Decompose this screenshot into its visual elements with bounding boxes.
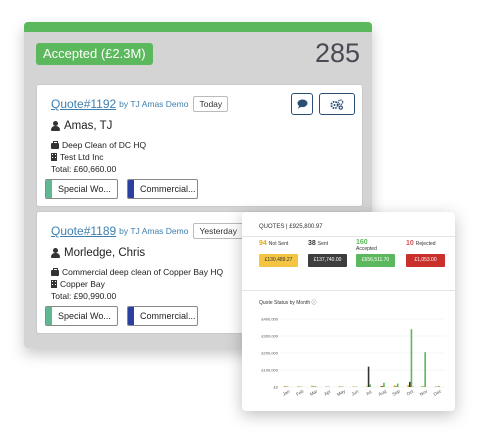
tag-special-works[interactable]: Special Wo... [45, 179, 118, 199]
bar-mar[interactable] [311, 385, 313, 387]
y-tick-label: £200,000 [261, 351, 278, 356]
bar-mar[interactable] [314, 386, 316, 387]
stat-count: 94 [259, 240, 267, 247]
quote-total: Total: £60,660.00 [51, 164, 117, 174]
y-tick-label: £100,000 [261, 368, 278, 373]
x-tick-label: Dec [433, 388, 443, 397]
tag-commercial[interactable]: Commercial... [127, 306, 198, 326]
person-icon [51, 121, 60, 131]
tag-commercial[interactable]: Commercial... [127, 179, 198, 199]
bar-oct[interactable] [409, 381, 411, 387]
divider [242, 236, 455, 237]
x-tick-label: Jan [282, 388, 291, 396]
bar-dec[interactable] [434, 386, 437, 387]
stat-label: Not Sent [268, 241, 289, 247]
quote-card[interactable]: Quote#1192 by TJ Amas Demo Today Amas, T… [36, 84, 363, 207]
gears-icon [330, 98, 344, 110]
bar-feb[interactable] [297, 386, 300, 387]
quote-author: by TJ Amas Demo [119, 226, 189, 236]
stat-label: Sent [317, 241, 329, 247]
date-badge: Today [193, 96, 229, 112]
bar-oct[interactable] [407, 384, 410, 387]
bar-jul[interactable] [369, 384, 371, 387]
job-title: Deep Clean of DC HQ [51, 140, 146, 150]
job-title: Commercial deep clean of Copper Bay HQ [51, 267, 223, 277]
bar-jun[interactable] [352, 386, 355, 387]
quote-total: Total: £90,990.00 [51, 291, 117, 301]
x-tick-label: Mar [309, 388, 319, 396]
x-tick-label: Jun [350, 388, 359, 396]
x-tick-label: Feb [295, 388, 305, 396]
quotes-dashboard-card: QUOTES | £925,800.97 94 Not Sent £130,489.… [242, 212, 455, 411]
quote-count: 285 [314, 38, 360, 68]
stat-rejected: 10 Rejected [406, 240, 436, 247]
stat-accepted: 160 Accepted [356, 239, 377, 252]
bar-aug[interactable] [379, 386, 382, 387]
bar-jan[interactable] [286, 386, 289, 387]
contact-name: Morledge, Chris [51, 247, 145, 259]
x-tick-label: May [336, 388, 347, 397]
stat-label: Rejected [415, 241, 436, 247]
building-icon [51, 280, 57, 288]
y-tick-label: £0 [274, 385, 279, 390]
stat-count: 10 [406, 240, 414, 247]
building-icon [51, 153, 57, 161]
briefcase-icon [51, 141, 59, 149]
briefcase-icon [51, 268, 59, 276]
date-badge: Yesterday [193, 223, 243, 239]
stat-label: Accepted [356, 246, 377, 252]
column-accent-bar [24, 22, 372, 32]
person-icon [51, 248, 60, 258]
stat-count: 160 [356, 239, 368, 246]
x-tick-label: Aug [378, 388, 388, 397]
tag-special-works[interactable]: Special Wo... [45, 306, 118, 326]
bar-may[interactable] [338, 386, 341, 387]
comments-button[interactable] [291, 93, 313, 115]
bar-apr[interactable] [324, 386, 327, 387]
bar-jul[interactable] [366, 386, 368, 387]
stat-amount-pill: £656,511.70 [356, 254, 395, 267]
bar-nov[interactable] [421, 385, 423, 387]
dashboard-title: QUOTES | £925,800.97 [259, 224, 323, 230]
x-tick-label: Oct [406, 388, 415, 396]
chat-bubble-icon [297, 99, 307, 109]
stat-amount-pill: £130,489.27 [259, 254, 298, 267]
stat-count: 38 [308, 240, 316, 247]
quote-link[interactable]: Quote#1192 [51, 97, 117, 111]
bar-aug[interactable] [381, 386, 384, 387]
y-tick-label: £300,000 [261, 334, 278, 339]
chart-title: Quote Status by Month ⓘ [259, 300, 317, 306]
settings-button[interactable] [319, 93, 355, 115]
contact-name: Amas, TJ [51, 120, 112, 132]
stat-amount-pill: £1,053.00 [406, 254, 445, 267]
x-tick-label: Apr [323, 389, 332, 397]
company-name: Test Ltd Inc [51, 152, 103, 162]
column-header: Accepted (£2.3M) 285 [24, 32, 372, 96]
stat-not-sent: 94 Not Sent [259, 240, 288, 247]
x-tick-label: Sep [391, 388, 401, 397]
bar-jul[interactable] [367, 366, 370, 387]
quote-link[interactable]: Quote#1189 [51, 224, 117, 238]
bar-sep[interactable] [395, 386, 397, 387]
bar-aug[interactable] [383, 382, 385, 387]
stat-amount-pill: £137,740.00 [308, 254, 347, 267]
x-tick-label: Nov [419, 388, 429, 397]
x-tick-label: Jul [365, 389, 372, 396]
company-name: Copper Bay [51, 279, 105, 289]
quote-author: by TJ Amas Demo [119, 99, 189, 109]
bar-may[interactable] [341, 386, 344, 387]
bar-dec[interactable] [438, 385, 440, 387]
bar-jan[interactable] [283, 385, 286, 387]
divider [242, 290, 455, 291]
bar-sep[interactable] [393, 385, 396, 387]
bar-oct[interactable] [410, 329, 413, 387]
accepted-quotes-column: Accepted (£2.3M) 285 Quote#1192 by TJ Am… [24, 22, 372, 348]
status-badge: Accepted (£2.3M) [36, 43, 153, 65]
stat-sent: 38 Sent [308, 240, 328, 247]
bar-sep[interactable] [396, 383, 399, 387]
y-tick-label: £400,000 [261, 317, 278, 322]
bar-nov[interactable] [424, 352, 426, 387]
